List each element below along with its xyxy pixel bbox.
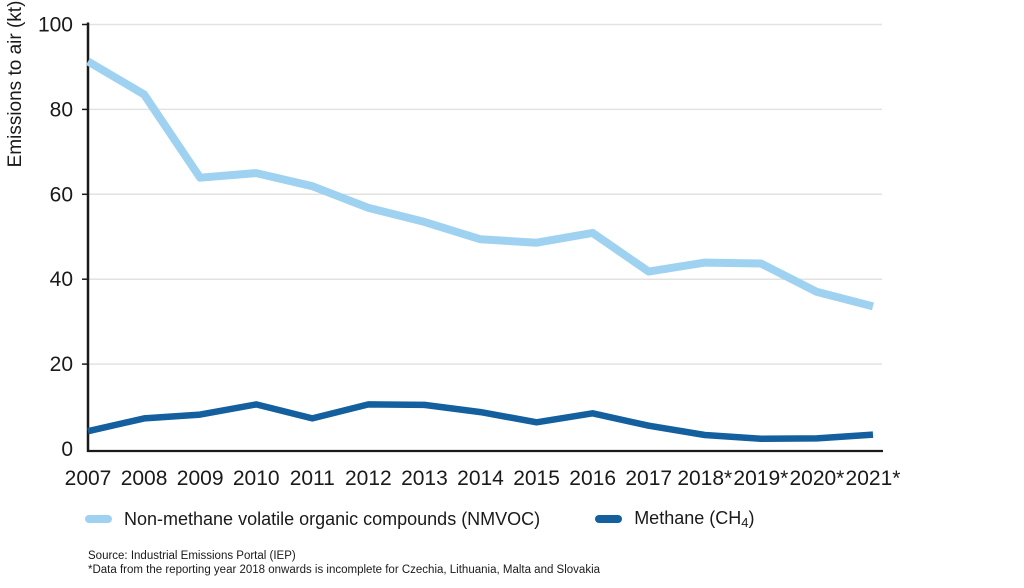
x-tick-label: 2007 bbox=[65, 467, 112, 490]
nmvoc-line bbox=[85, 57, 875, 311]
y-tick-label: 100 bbox=[38, 14, 73, 37]
x-tick-label: 2013 bbox=[401, 467, 448, 490]
x-tick-label: 2018* bbox=[677, 467, 732, 490]
legend-label-methane-sub: 4 bbox=[741, 515, 749, 530]
legend-label-nmvoc: Non-methane volatile organic compounds (… bbox=[124, 508, 541, 529]
y-tick-label: 20 bbox=[50, 353, 73, 376]
footer-notes: Source: Industrial Emissions Portal (IEP… bbox=[88, 549, 600, 577]
x-tick-label: 2021* bbox=[846, 467, 901, 490]
legend-label-methane-post: ) bbox=[748, 508, 755, 528]
footnote-line: *Data from the reporting year 2018 onwar… bbox=[88, 564, 601, 576]
nmvoc-swatch-icon bbox=[85, 515, 112, 523]
series-lines bbox=[85, 57, 875, 443]
source-line: Source: Industrial Emissions Portal (IEP… bbox=[88, 550, 296, 562]
x-tick-label: 2009 bbox=[177, 467, 224, 490]
x-tick-label: 2010 bbox=[233, 467, 280, 490]
y-tick-label: 60 bbox=[50, 183, 73, 206]
x-tick-label: 2017 bbox=[625, 467, 672, 490]
axes bbox=[86, 22, 883, 453]
x-tick-label: 2014 bbox=[457, 467, 504, 490]
legend-label-methane-pre: Methane (CH bbox=[634, 508, 742, 528]
x-tick-label: 2016 bbox=[569, 467, 616, 490]
methane-line bbox=[87, 401, 874, 443]
x-tick-label: 2012 bbox=[345, 467, 392, 490]
x-tick-labels: 2007 2008 2009 2010 2011 2012 2013 2014 2015 2016… bbox=[65, 467, 901, 490]
methane-swatch-icon bbox=[595, 515, 623, 523]
chart-canvas: 0 20 40 60 80 100 2007 2008 2009 2010 2011 2012 201… bbox=[5, 1, 901, 490]
x-tick-label: 2008 bbox=[121, 467, 168, 490]
y-axis-title: Emissions to air (kt) bbox=[5, 1, 26, 168]
legend: Non-methane volatile organic compounds (… bbox=[85, 508, 754, 530]
y-tick-label: 80 bbox=[50, 98, 73, 121]
y-gridlines bbox=[82, 23, 882, 365]
x-tick-label: 2020* bbox=[789, 467, 844, 490]
x-tick-label: 2011 bbox=[290, 467, 335, 490]
y-tick-labels: 0 20 40 60 80 100 bbox=[38, 14, 73, 462]
y-tick-label: 0 bbox=[61, 438, 73, 461]
legend-label-methane: Methane (CH4) bbox=[634, 508, 754, 530]
x-tick-label: 2019* bbox=[733, 467, 788, 490]
legend-item-nmvoc: Non-methane volatile organic compounds (… bbox=[85, 509, 540, 530]
legend-item-methane: Methane (CH4) bbox=[595, 508, 754, 530]
y-tick-label: 40 bbox=[50, 268, 73, 291]
x-tick-label: 2015 bbox=[513, 467, 560, 490]
